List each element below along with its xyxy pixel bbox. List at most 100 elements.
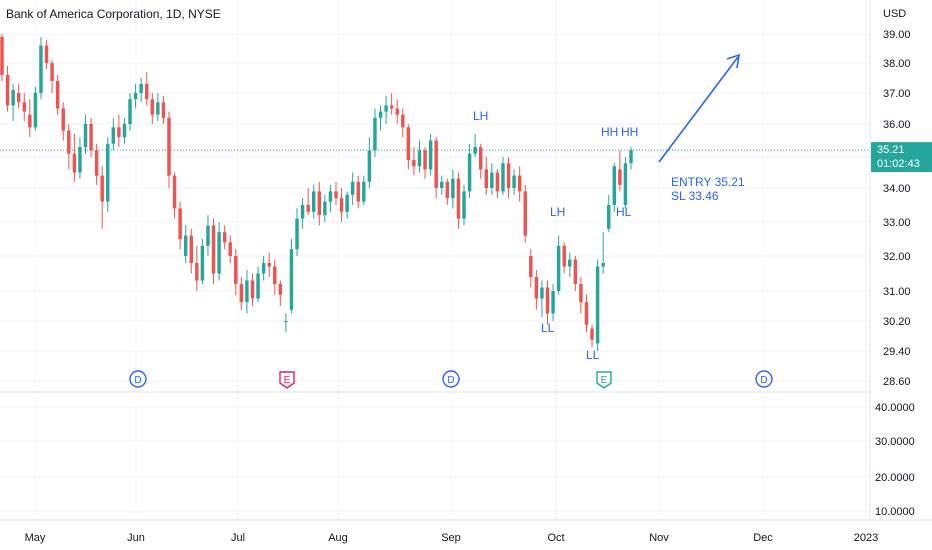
candle[interactable] bbox=[395, 99, 399, 124]
candle[interactable] bbox=[423, 147, 427, 179]
candle[interactable] bbox=[61, 102, 65, 141]
candle[interactable] bbox=[495, 169, 500, 199]
candle[interactable] bbox=[328, 184, 333, 212]
candle[interactable] bbox=[200, 239, 205, 284]
candle[interactable] bbox=[517, 166, 522, 202]
candle[interactable] bbox=[83, 114, 88, 154]
dividend-marker[interactable]: D bbox=[442, 370, 460, 388]
candle[interactable] bbox=[278, 280, 283, 307]
candle[interactable] bbox=[618, 150, 622, 192]
projection-arrow[interactable] bbox=[658, 53, 740, 163]
candle[interactable] bbox=[534, 270, 539, 310]
candle[interactable] bbox=[345, 191, 349, 219]
candle[interactable] bbox=[440, 175, 444, 195]
candle[interactable] bbox=[484, 157, 488, 195]
candle[interactable] bbox=[239, 277, 244, 310]
candle[interactable] bbox=[389, 93, 394, 115]
candle[interactable] bbox=[122, 117, 127, 144]
candle[interactable] bbox=[195, 245, 199, 291]
candle[interactable] bbox=[595, 259, 600, 352]
candle[interactable] bbox=[306, 188, 310, 216]
candle[interactable] bbox=[0, 34, 4, 81]
candle[interactable] bbox=[178, 201, 182, 250]
candle[interactable] bbox=[556, 235, 561, 295]
candle[interactable] bbox=[145, 72, 149, 106]
earnings-marker[interactable]: E bbox=[596, 371, 612, 389]
candle[interactable] bbox=[529, 249, 533, 288]
candle[interactable] bbox=[551, 284, 555, 321]
candle[interactable] bbox=[11, 84, 15, 121]
candle[interactable] bbox=[261, 256, 266, 281]
candle[interactable] bbox=[78, 137, 82, 179]
candle[interactable] bbox=[300, 198, 305, 229]
candle[interactable] bbox=[5, 66, 10, 112]
candle[interactable] bbox=[456, 172, 461, 229]
candle[interactable] bbox=[373, 108, 377, 158]
candle[interactable] bbox=[462, 184, 466, 226]
candle[interactable] bbox=[428, 133, 433, 176]
candle[interactable] bbox=[356, 175, 360, 209]
candle[interactable] bbox=[39, 36, 43, 100]
candle[interactable] bbox=[295, 208, 299, 256]
dividend-marker[interactable]: D bbox=[755, 370, 773, 388]
candle[interactable] bbox=[156, 93, 160, 121]
candle[interactable] bbox=[94, 143, 99, 185]
candle[interactable] bbox=[384, 96, 388, 124]
candle[interactable] bbox=[445, 178, 450, 205]
candle[interactable] bbox=[150, 93, 155, 124]
candle[interactable] bbox=[317, 181, 322, 226]
candle[interactable] bbox=[451, 169, 455, 209]
candle[interactable] bbox=[44, 39, 49, 69]
candle[interactable] bbox=[100, 166, 104, 229]
candle[interactable] bbox=[584, 294, 589, 333]
candle[interactable] bbox=[612, 163, 617, 212]
candle[interactable] bbox=[378, 105, 383, 131]
candle[interactable] bbox=[28, 99, 32, 138]
candle[interactable] bbox=[183, 225, 188, 263]
candle[interactable] bbox=[540, 280, 544, 318]
candle[interactable] bbox=[579, 277, 583, 314]
candle[interactable] bbox=[211, 218, 216, 284]
candle[interactable] bbox=[133, 84, 138, 109]
candle[interactable] bbox=[267, 252, 271, 277]
candle[interactable] bbox=[284, 313, 288, 333]
candle[interactable] bbox=[545, 280, 550, 325]
candle[interactable] bbox=[161, 96, 166, 124]
candle[interactable] bbox=[417, 140, 422, 173]
candle[interactable] bbox=[490, 163, 494, 195]
price-axis[interactable]: 39.0038.0037.0036.0035.0034.0033.0032.00… bbox=[883, 29, 911, 388]
candle[interactable] bbox=[512, 169, 516, 195]
candle[interactable] bbox=[189, 228, 193, 274]
candle[interactable] bbox=[72, 133, 77, 182]
candle[interactable] bbox=[501, 157, 505, 195]
indicator-axis[interactable]: 40.0000 30.0000 20.0000 10.0000 bbox=[875, 402, 915, 518]
candle[interactable] bbox=[33, 87, 38, 131]
candle[interactable] bbox=[250, 273, 255, 307]
candle[interactable] bbox=[228, 235, 232, 263]
candle[interactable] bbox=[401, 108, 405, 138]
candle[interactable] bbox=[22, 93, 26, 121]
candle[interactable] bbox=[323, 194, 327, 222]
candle[interactable] bbox=[412, 147, 416, 176]
candle[interactable] bbox=[506, 157, 511, 199]
candle[interactable] bbox=[523, 184, 527, 243]
candle[interactable] bbox=[111, 117, 116, 151]
candle[interactable] bbox=[601, 232, 605, 274]
candle[interactable] bbox=[629, 147, 633, 170]
candle[interactable] bbox=[623, 157, 628, 209]
candle[interactable] bbox=[334, 181, 338, 205]
candle[interactable] bbox=[562, 242, 566, 274]
candle[interactable] bbox=[89, 117, 93, 157]
candle[interactable] bbox=[256, 266, 260, 303]
candle[interactable] bbox=[478, 143, 483, 179]
candle[interactable] bbox=[16, 84, 21, 109]
candle[interactable] bbox=[167, 111, 171, 188]
candle[interactable] bbox=[350, 172, 355, 206]
time-axis[interactable]: May Jun Jul Aug Sep Oct Nov Dec 2023 bbox=[25, 532, 879, 544]
candle[interactable] bbox=[67, 124, 71, 170]
candle[interactable] bbox=[434, 137, 438, 199]
candle[interactable] bbox=[206, 215, 210, 256]
candle[interactable] bbox=[222, 225, 227, 250]
candle[interactable] bbox=[273, 259, 277, 295]
